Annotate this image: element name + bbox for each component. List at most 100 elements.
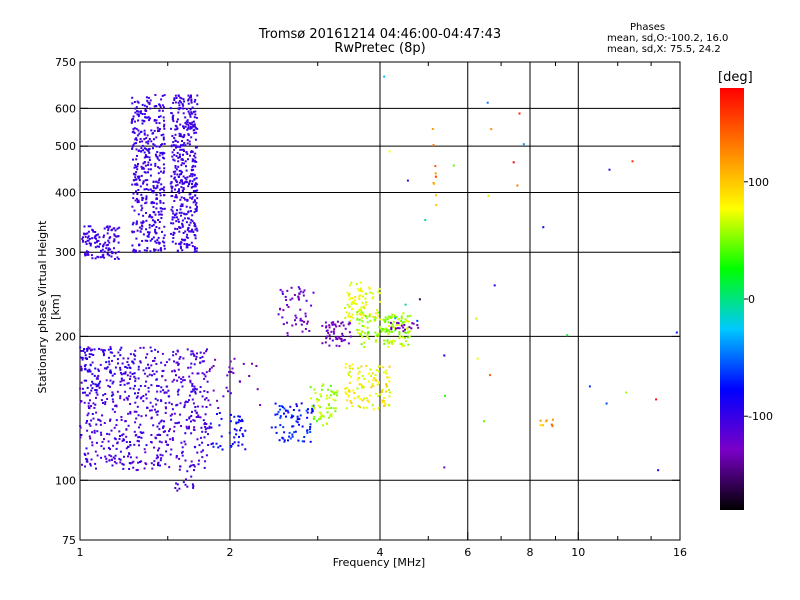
data-point <box>108 225 111 228</box>
data-point <box>335 325 338 328</box>
data-point <box>148 119 150 122</box>
data-point <box>157 456 159 459</box>
data-point <box>155 180 158 183</box>
data-point <box>149 409 151 412</box>
data-point <box>137 200 140 203</box>
data-point <box>104 241 107 244</box>
data-point <box>152 205 155 208</box>
data-point <box>417 326 420 329</box>
data-point <box>190 241 193 244</box>
data-point <box>344 327 347 330</box>
data-point <box>363 377 366 380</box>
data-point <box>400 315 403 318</box>
data-point <box>349 284 352 287</box>
data-point <box>363 397 365 400</box>
data-point <box>133 358 136 361</box>
y-tick-label: 75 <box>62 534 76 547</box>
data-point <box>150 416 153 419</box>
data-point <box>183 440 186 443</box>
data-point <box>146 353 149 356</box>
data-point <box>371 292 374 295</box>
data-point <box>178 100 181 102</box>
data-point <box>512 161 515 164</box>
data-point <box>130 121 133 124</box>
data-point <box>210 426 213 429</box>
data-point <box>190 127 193 130</box>
data-point <box>193 363 196 366</box>
data-point <box>336 320 339 323</box>
data-point <box>291 324 294 327</box>
y-tick-label: 750 <box>55 56 76 69</box>
data-point <box>175 482 178 485</box>
data-point <box>287 411 290 414</box>
data-point <box>194 391 197 393</box>
data-point <box>194 165 197 168</box>
data-point <box>150 441 153 443</box>
data-point <box>359 398 362 400</box>
data-point <box>139 423 142 426</box>
data-point <box>291 415 293 418</box>
data-point <box>117 351 120 354</box>
data-point <box>148 159 151 161</box>
data-point <box>377 311 380 314</box>
data-point <box>404 336 406 339</box>
data-point <box>239 380 241 383</box>
data-point <box>184 213 187 216</box>
data-point <box>158 447 161 450</box>
data-point <box>184 443 187 446</box>
data-point <box>126 397 129 400</box>
data-point <box>372 379 375 382</box>
data-point <box>194 237 197 240</box>
data-point <box>183 212 185 215</box>
data-point <box>175 181 178 183</box>
data-point <box>371 297 374 300</box>
data-point <box>178 487 181 490</box>
data-point <box>155 202 158 205</box>
data-point <box>143 113 146 116</box>
data-point <box>160 441 163 444</box>
data-point <box>539 419 542 422</box>
data-point <box>378 365 381 368</box>
data-point <box>357 395 360 398</box>
data-point <box>163 241 166 244</box>
data-point <box>311 405 314 408</box>
data-point <box>358 383 361 386</box>
data-point <box>200 450 203 453</box>
data-point <box>191 384 194 387</box>
data-point <box>158 428 161 431</box>
data-point <box>183 100 186 103</box>
data-point <box>191 175 194 178</box>
data-point <box>143 467 146 470</box>
data-point <box>173 176 176 179</box>
data-point <box>179 155 181 158</box>
data-point <box>181 225 184 228</box>
data-point <box>141 119 144 122</box>
data-point <box>356 311 359 313</box>
data-point <box>158 242 161 244</box>
data-point <box>369 319 372 322</box>
data-point <box>391 339 394 342</box>
data-point <box>311 410 314 413</box>
data-point <box>177 176 180 178</box>
data-point <box>331 323 334 326</box>
data-point <box>151 201 154 204</box>
data-point <box>115 447 118 450</box>
data-point <box>406 336 409 339</box>
data-point <box>336 338 339 341</box>
data-point <box>155 241 158 244</box>
data-point <box>176 379 179 382</box>
data-point <box>195 388 198 391</box>
data-point <box>133 132 136 134</box>
data-point <box>98 382 101 385</box>
data-point <box>400 317 403 320</box>
data-point <box>304 328 307 330</box>
data-point <box>106 398 109 400</box>
data-point <box>185 108 188 110</box>
data-point <box>160 187 163 190</box>
data-point <box>145 219 148 222</box>
data-point <box>325 330 328 332</box>
data-point <box>90 353 93 356</box>
data-point <box>98 347 100 350</box>
data-point <box>95 441 98 444</box>
data-point <box>368 315 371 318</box>
